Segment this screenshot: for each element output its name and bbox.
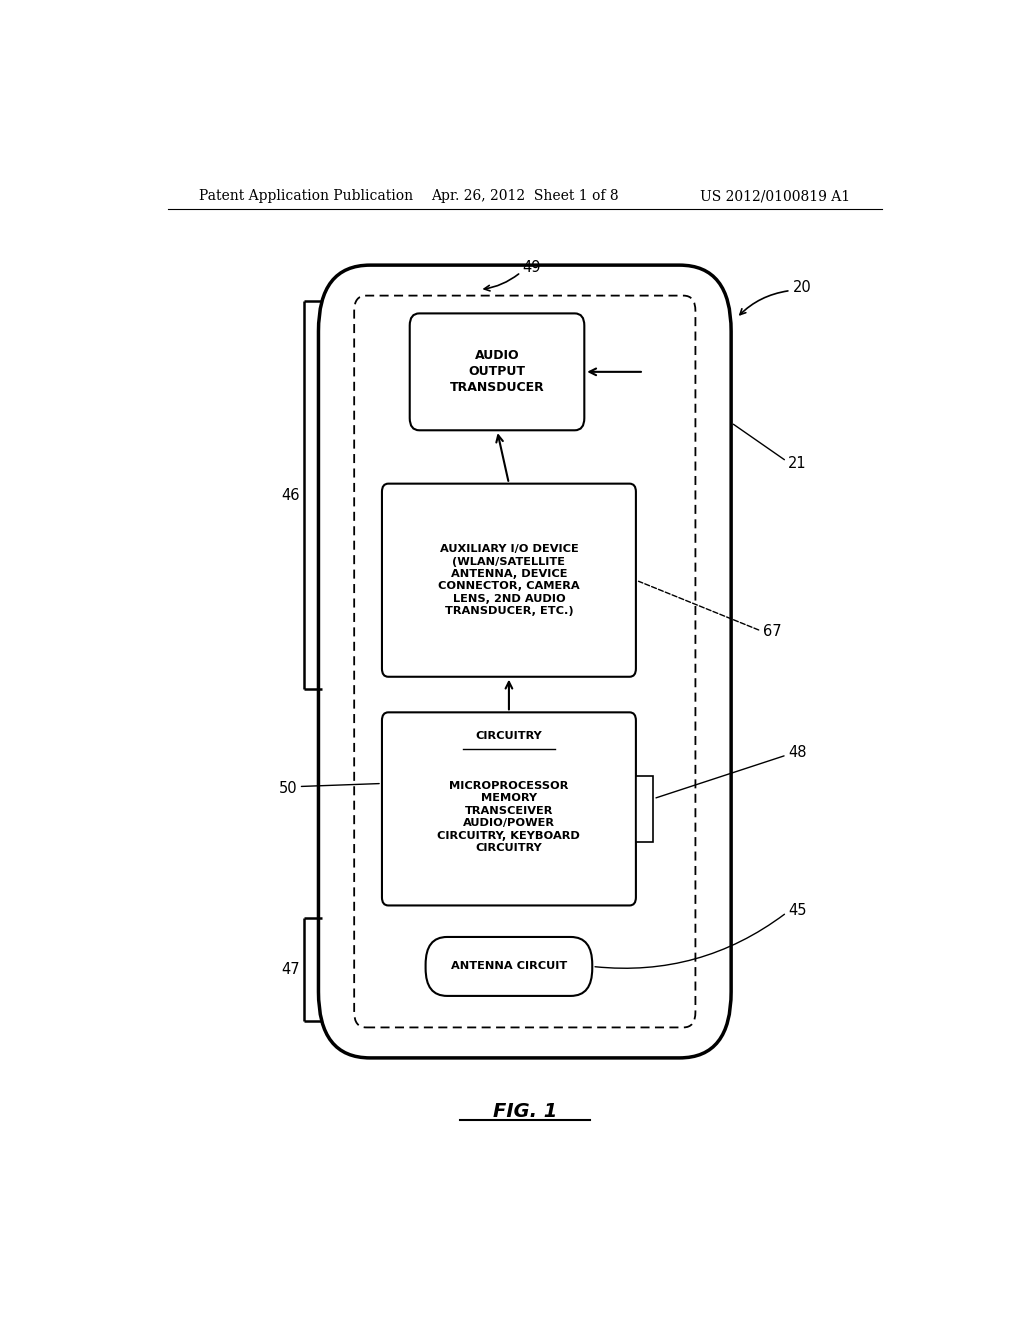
Text: MICROPROCESSOR
MEMORY
TRANSCEIVER
AUDIO/POWER
CIRCUITRY, KEYBOARD
CIRCUITRY: MICROPROCESSOR MEMORY TRANSCEIVER AUDIO/… [437, 781, 581, 853]
FancyBboxPatch shape [318, 265, 731, 1057]
Text: US 2012/0100819 A1: US 2012/0100819 A1 [700, 189, 850, 203]
Text: CIRCUITRY: CIRCUITRY [475, 731, 543, 741]
Text: 46: 46 [282, 487, 300, 503]
Text: FIG. 1: FIG. 1 [493, 1102, 557, 1121]
Text: ANTENNA CIRCUIT: ANTENNA CIRCUIT [451, 961, 567, 972]
Text: 45: 45 [788, 903, 807, 917]
FancyBboxPatch shape [382, 483, 636, 677]
Text: Patent Application Publication: Patent Application Publication [200, 189, 414, 203]
FancyBboxPatch shape [636, 776, 653, 842]
Text: 20: 20 [793, 280, 812, 294]
Text: 21: 21 [788, 455, 807, 471]
FancyBboxPatch shape [426, 937, 592, 995]
Text: 49: 49 [522, 260, 541, 275]
Text: AUDIO
OUTPUT
TRANSDUCER: AUDIO OUTPUT TRANSDUCER [450, 350, 545, 395]
Text: Apr. 26, 2012  Sheet 1 of 8: Apr. 26, 2012 Sheet 1 of 8 [431, 189, 618, 203]
Text: 48: 48 [788, 746, 807, 760]
Text: 67: 67 [763, 623, 781, 639]
Text: 50: 50 [279, 781, 297, 796]
FancyBboxPatch shape [354, 296, 695, 1027]
Text: AUXILIARY I/O DEVICE
(WLAN/SATELLITE
ANTENNA, DEVICE
CONNECTOR, CAMERA
LENS, 2ND: AUXILIARY I/O DEVICE (WLAN/SATELLITE ANT… [438, 544, 580, 616]
Text: 47: 47 [282, 962, 300, 977]
FancyBboxPatch shape [410, 313, 585, 430]
FancyBboxPatch shape [382, 713, 636, 906]
